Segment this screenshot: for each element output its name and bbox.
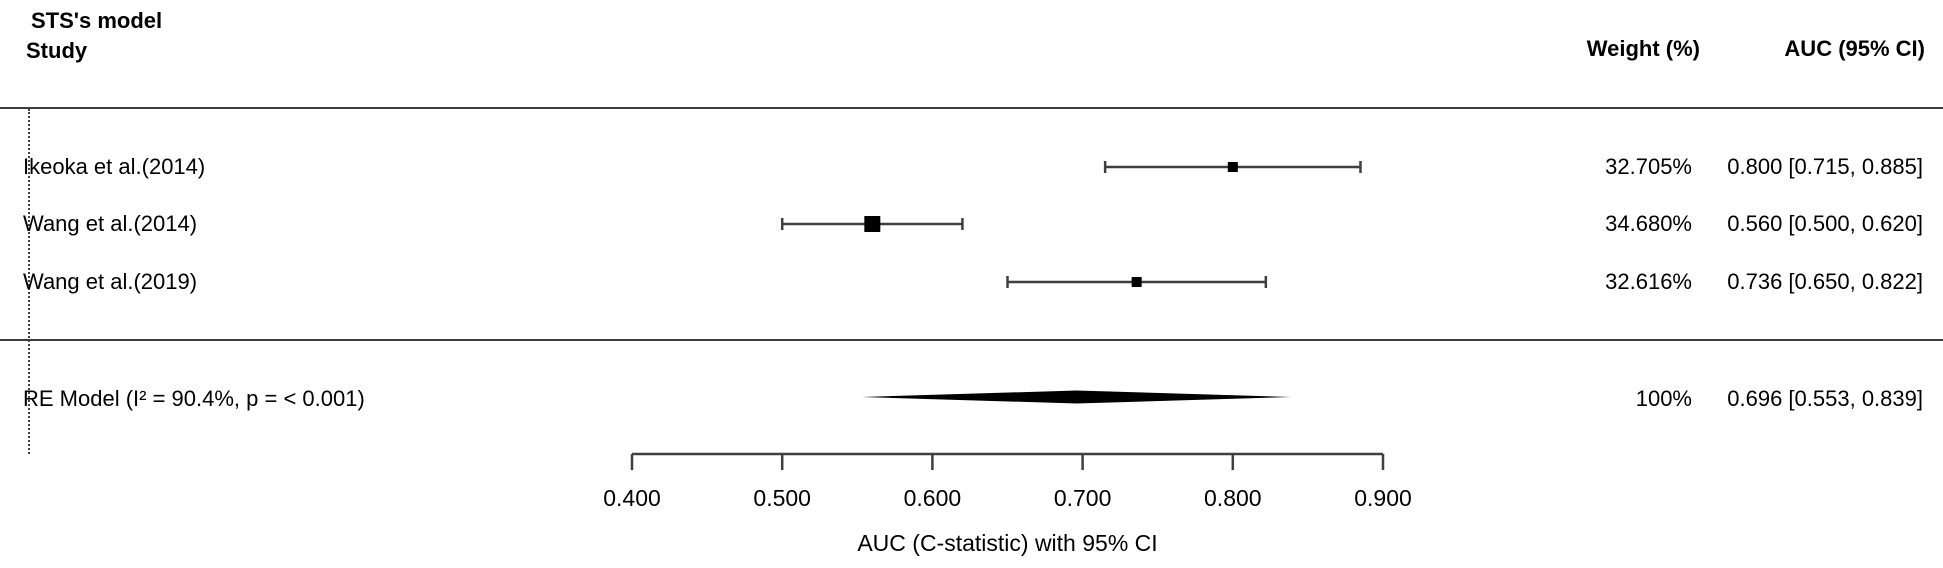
left-dotted-guide-line — [28, 109, 30, 454]
study-label: Wang et al.(2019) — [23, 269, 198, 294]
x-axis-title: AUC (C-statistic) with 95% CI — [857, 530, 1157, 556]
header-separator-line — [0, 107, 1943, 109]
x-axis-tick-label: 0.500 — [753, 485, 811, 511]
x-axis-tick-label: 0.900 — [1354, 485, 1412, 511]
study-label: Wang et al.(2014) — [23, 211, 198, 236]
auc-ci-value: 0.800 [0.715, 0.885] — [1727, 154, 1923, 179]
auc-ci-value: 0.560 [0.500, 0.620] — [1727, 211, 1923, 236]
point-estimate-marker — [1227, 162, 1238, 172]
x-axis-tick-label: 0.800 — [1204, 485, 1262, 511]
weight-value: 32.616% — [1605, 269, 1692, 294]
point-estimate-marker — [1131, 277, 1142, 287]
auc-ci-value: 0.736 [0.650, 0.822] — [1727, 269, 1923, 294]
study-label: Ikeoka et al.(2014) — [23, 154, 206, 179]
weight-value: 34.680% — [1605, 211, 1692, 236]
point-estimate-marker — [864, 216, 881, 232]
x-axis-tick-label: 0.700 — [1054, 485, 1112, 511]
x-axis-tick-label: 0.400 — [603, 485, 661, 511]
x-axis-tick-label: 0.600 — [904, 485, 962, 511]
summary-diamond — [861, 390, 1292, 404]
summary-auc-ci-value: 0.696 [0.553, 0.839] — [1727, 386, 1923, 411]
summary-label: RE Model (I² = 90.4%, p = < 0.001) — [23, 386, 365, 411]
auc-column-header: AUC (95% CI) — [1784, 36, 1925, 61]
study-column-header: Study — [26, 38, 88, 63]
summary-weight-value: 100% — [1635, 386, 1692, 411]
model-title: STS's model — [31, 8, 163, 33]
summary-separator-line — [0, 339, 1943, 341]
weight-column-header: Weight (%) — [1586, 36, 1700, 61]
weight-value: 32.705% — [1605, 154, 1692, 179]
